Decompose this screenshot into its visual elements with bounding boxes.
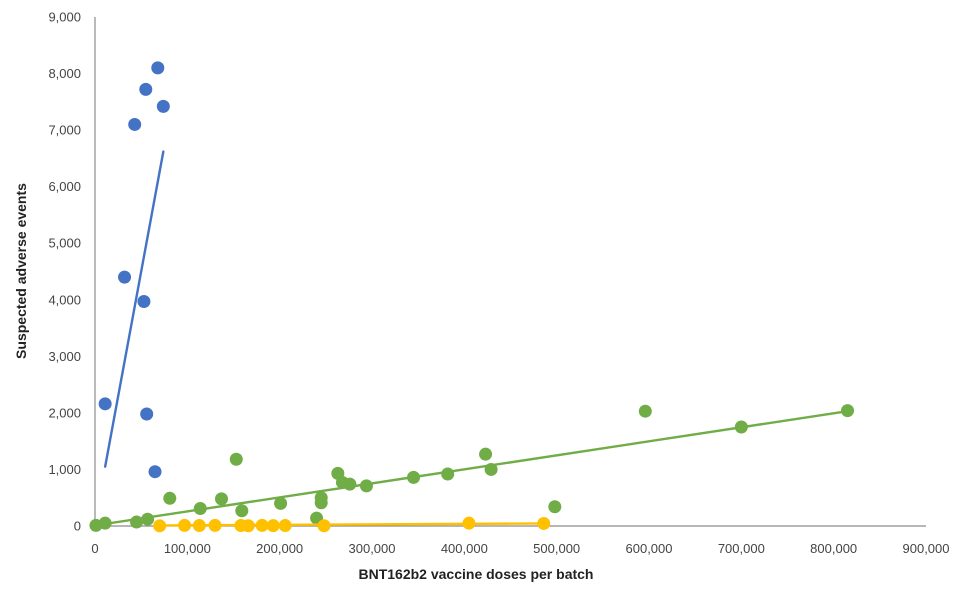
x-tick-label: 700,000 (718, 541, 765, 556)
y-tick-label: 2,000 (48, 405, 81, 420)
data-point (314, 491, 328, 505)
x-tick-label: 500,000 (533, 541, 580, 556)
data-point (140, 407, 154, 421)
data-point (128, 117, 142, 131)
y-tick-label: 4,000 (48, 292, 81, 307)
data-point (151, 61, 165, 75)
series-3 (153, 516, 551, 533)
data-point (638, 404, 652, 418)
series-2 (89, 404, 855, 532)
x-tick-label: 400,000 (441, 541, 488, 556)
data-point (548, 500, 562, 514)
data-point (118, 270, 132, 284)
data-point (343, 477, 357, 491)
data-point (229, 452, 243, 466)
trendline (158, 522, 545, 527)
x-tick-label: 600,000 (626, 541, 673, 556)
y-tick-labels: 0 1,000 2,000 3,000 4,000 5,000 6,000 7,000 8,00… (48, 10, 81, 534)
data-point (274, 496, 288, 510)
y-tick-label: 3,000 (48, 349, 81, 364)
y-tick-label: 8,000 (48, 66, 81, 81)
data-point (148, 465, 162, 479)
data-point (98, 397, 112, 411)
x-tick-label: 0 (91, 541, 98, 556)
x-tick-label: 800,000 (810, 541, 857, 556)
y-axis-title: Suspected adverse events (13, 183, 29, 359)
y-tick-label: 0 (74, 519, 81, 534)
series-1 (98, 61, 170, 479)
x-tick-labels: 0 100,000 200,000 300,000 400,000 500,000 600,… (91, 541, 949, 556)
y-tick-label: 5,000 (48, 236, 81, 251)
x-axis-title: BNT162b2 vaccine doses per batch (359, 566, 594, 582)
data-point (163, 491, 177, 505)
y-tick-label: 9,000 (48, 10, 81, 25)
x-tick-label: 300,000 (349, 541, 396, 556)
data-point (139, 82, 153, 96)
trendline (103, 150, 165, 468)
data-point (479, 447, 493, 461)
x-tick-label: 900,000 (903, 541, 950, 556)
y-tick-label: 6,000 (48, 179, 81, 194)
y-tick-label: 7,000 (48, 123, 81, 138)
trendline (93, 409, 849, 527)
x-tick-label: 200,000 (256, 541, 303, 556)
data-point (441, 467, 455, 481)
data-point (235, 504, 249, 518)
data-point (214, 492, 228, 506)
data-series (89, 61, 855, 533)
data-point (156, 99, 170, 113)
x-tick-label: 100,000 (164, 541, 211, 556)
data-point (137, 294, 151, 308)
y-tick-label: 1,000 (48, 462, 81, 477)
